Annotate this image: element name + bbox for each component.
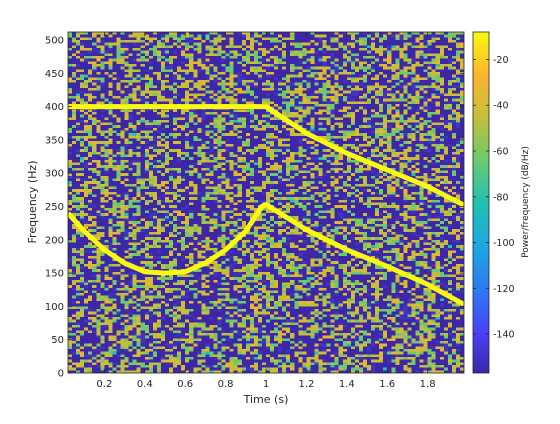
x-tick-label: 0.2 — [96, 379, 112, 390]
colorbar-tick-label: -140 — [493, 330, 515, 341]
y-axis-label: Frequency (Hz) — [26, 161, 39, 244]
colorbar-tick-label: -40 — [493, 101, 509, 112]
axes: 0.2 0.4 0.6 0.8 1 1.2 1.4 1.6 1.8 0 50 100 150 200 250… — [45, 31, 465, 390]
series-line-2 — [66, 202, 466, 307]
x-tick-label: 0.8 — [218, 379, 234, 390]
colorbar-label: Power/frequency (dB/Hz) — [521, 146, 531, 258]
y-tick-label: 450 — [45, 69, 64, 80]
colorbar: -140 -120 -100 -80 -60 -40 -20 — [472, 31, 515, 374]
x-tick-label: 1.4 — [339, 379, 355, 390]
y-tick-label: 500 — [45, 35, 64, 46]
y-tick-label: 0 — [58, 369, 64, 380]
y-tick-label: 100 — [45, 302, 64, 313]
y-tick-label: 350 — [45, 135, 64, 146]
x-tick-label: 0.4 — [137, 379, 153, 390]
x-tick-label: 0.6 — [177, 379, 193, 390]
x-tick-label: 1 — [263, 379, 269, 390]
x-axis-label: Time (s) — [243, 393, 289, 406]
y-tick-label: 300 — [45, 169, 64, 180]
y-tick-label: 150 — [45, 269, 64, 280]
x-tick-label: 1.6 — [379, 379, 395, 390]
colorbar-tick-label: -20 — [493, 55, 509, 66]
x-tick-label: 1.2 — [298, 379, 314, 390]
colorbar-frame — [472, 31, 490, 374]
series-line-1 — [68, 104, 466, 208]
colorbar-tick-label: -120 — [493, 284, 515, 295]
y-tick-label: 50 — [51, 335, 64, 346]
colorbar-tick-label: -60 — [493, 147, 509, 158]
colorbar-tick-label: -80 — [493, 192, 509, 203]
y-tick-label: 200 — [45, 235, 64, 246]
y-tick-label: 250 — [45, 202, 64, 213]
colorbar-tick-label: -100 — [493, 238, 515, 249]
plot-area — [66, 32, 466, 373]
y-tick-label: 400 — [45, 102, 64, 113]
colorbar-gradient — [473, 32, 489, 373]
x-tick-label: 1.8 — [420, 379, 436, 390]
